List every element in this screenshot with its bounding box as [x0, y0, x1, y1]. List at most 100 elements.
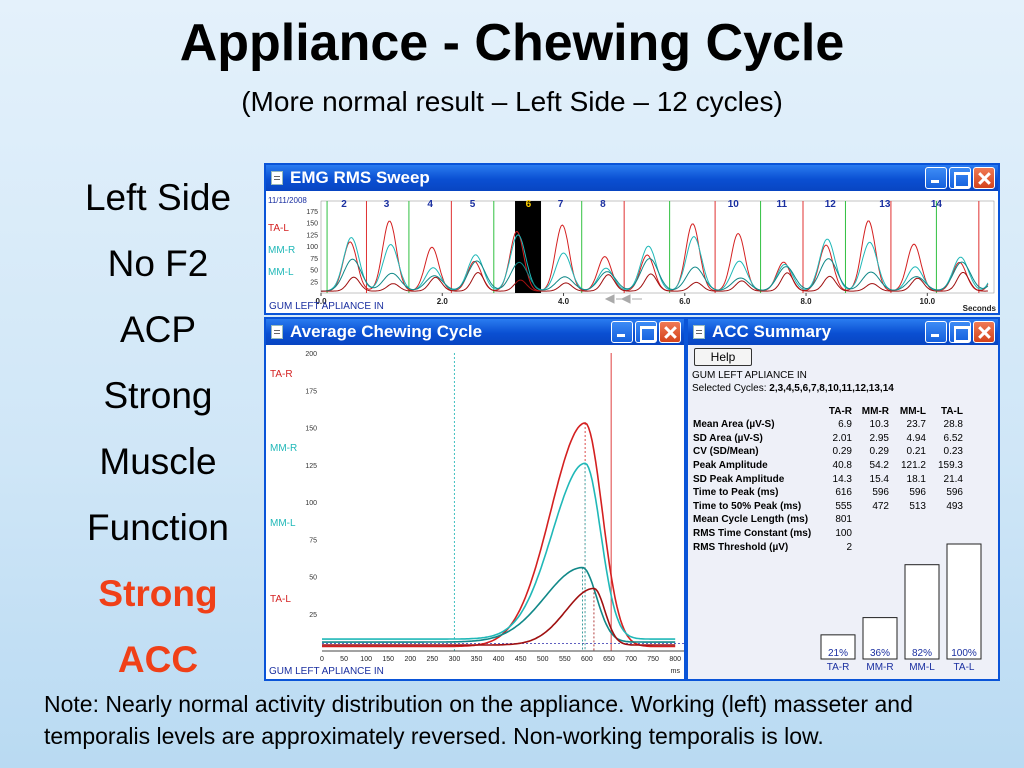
table-cell: 0.29 — [832, 446, 852, 458]
sweep-trace — [321, 257, 989, 292]
minimize-button[interactable] — [925, 321, 947, 343]
table-cell: 2 — [846, 541, 852, 553]
sweep-cycle-number: 2 — [341, 199, 347, 210]
sweep-cycle-number: 7 — [558, 199, 564, 210]
window-titlebar[interactable]: ACC Summary — [688, 319, 998, 345]
table-cell: 10.3 — [869, 419, 889, 431]
minimize-button[interactable] — [611, 321, 633, 343]
table-cell: 6.9 — [838, 419, 852, 431]
avg-y-tick: 175 — [305, 388, 317, 395]
acc-bar — [946, 543, 982, 660]
table-cell: 0.23 — [943, 446, 963, 458]
avg-curve — [322, 462, 676, 640]
sweep-cycle-number: 6 — [526, 199, 532, 210]
summary-item: Strong — [103, 375, 213, 416]
sweep-cycle-number: 12 — [825, 199, 837, 210]
row-label: Mean Area (µV-S) — [693, 419, 775, 431]
table-cell: 18.1 — [906, 473, 926, 485]
table-cell: 6.52 — [943, 432, 963, 444]
table-header-row: TA-R MM-R MM-L TA-L — [690, 405, 966, 418]
help-button[interactable]: Help — [694, 348, 752, 366]
table-cell: 54.2 — [869, 460, 889, 472]
sweep-trace — [321, 272, 988, 292]
avg-x-tick: 100 — [360, 656, 372, 663]
document-icon — [271, 325, 283, 339]
acc-bar-percent: 100% — [951, 648, 977, 659]
avg-x-tick: 350 — [471, 656, 483, 663]
avg-x-tick: 800 — [669, 656, 681, 663]
row-label: RMS Threshold (µV) — [693, 541, 789, 553]
table-row: Time to Peak (ms) 616 596 596 596 — [690, 486, 966, 500]
table-row: CV (SD/Mean) 0.29 0.29 0.21 0.23 — [690, 445, 966, 459]
acc-bar — [904, 564, 940, 660]
row-label: SD Peak Amplitude — [693, 473, 785, 485]
maximize-button[interactable] — [949, 321, 971, 343]
sweep-x-unit: Seconds — [963, 304, 997, 313]
avg-x-tick: 700 — [625, 656, 637, 663]
sweep-caption: GUM LEFT APLIANCE IN — [269, 301, 384, 312]
avg-x-tick: 650 — [603, 656, 615, 663]
avg-y-tick: 125 — [305, 463, 317, 470]
avg-x-tick: 500 — [537, 656, 549, 663]
table-cell: 100 — [835, 528, 852, 540]
table-cell — [892, 513, 929, 527]
table-header-empty — [690, 405, 818, 418]
avg-y-tick: 25 — [309, 612, 317, 619]
sweep-cycle-number: 5 — [470, 199, 476, 210]
row-label: Time to 50% Peak (ms) — [693, 500, 802, 512]
sweep-cycle-number: 10 — [728, 199, 740, 210]
table-cell: 121.2 — [900, 460, 926, 472]
avg-x-tick: 50 — [340, 656, 348, 663]
table-row: Peak Amplitude 40.8 54.2 121.2 159.3 — [690, 459, 966, 473]
sweep-y-tick: 150 — [306, 221, 318, 228]
close-button[interactable] — [973, 167, 995, 189]
table-cell: 28.8 — [943, 419, 963, 431]
avg-curve — [322, 566, 676, 643]
acc-bar-chart: 21% TA-R 36% MM-R 82% MM-L 100% TA-L — [820, 543, 982, 673]
acc-bar-percent: 82% — [912, 648, 932, 659]
avg-x-tick: 0 — [320, 656, 324, 663]
minimize-button[interactable] — [925, 167, 947, 189]
window-titlebar[interactable]: Average Chewing Cycle — [266, 319, 684, 345]
acc-summary-window: ACC Summary Help GUM LEFT APLIANCE IN Se… — [686, 317, 1000, 681]
acc-bar-label: MM-L — [909, 662, 935, 673]
sweep-x-tick: 6.0 — [679, 297, 691, 306]
avg-x-tick: 550 — [559, 656, 571, 663]
table-cell: 15.4 — [869, 473, 889, 485]
avg-y-tick: 75 — [309, 537, 317, 544]
document-icon — [271, 171, 283, 185]
avg-chart: 200 175 150 125 100 75 50 25 TA-R MM-R MM-L TA-L 0 50… — [266, 345, 684, 679]
selected-cycles: Selected Cycles: 2,3,4,5,6,7,8,10,11,12,… — [692, 383, 894, 394]
sweep-y-tick: 75 — [310, 256, 318, 263]
sweep-y-tick: 100 — [306, 244, 318, 251]
table-row: RMS Threshold (µV) 2 — [690, 540, 966, 554]
acc-summary-body: Help GUM LEFT APLIANCE IN Selected Cycle… — [688, 345, 998, 679]
window-titlebar[interactable]: EMG RMS Sweep — [266, 165, 998, 191]
avg-channel-label: TA-R — [270, 369, 293, 380]
avg-caption: GUM LEFT APLIANCE IN — [269, 666, 384, 677]
table-cell: 14.3 — [832, 473, 852, 485]
maximize-button[interactable] — [635, 321, 657, 343]
avg-x-tick: 300 — [449, 656, 461, 663]
table-cell: 801 — [835, 514, 852, 526]
table-cell: 4.94 — [906, 432, 926, 444]
close-button[interactable] — [659, 321, 681, 343]
table-row: Time to 50% Peak (ms) 555 472 513 493 — [690, 500, 966, 514]
maximize-button[interactable] — [949, 167, 971, 189]
avg-y-tick: 150 — [305, 426, 317, 433]
close-button[interactable] — [973, 321, 995, 343]
window-title: EMG RMS Sweep — [290, 168, 430, 187]
table-row: RMS Time Constant (ms) 100 — [690, 527, 966, 541]
scroll-arrow-icon — [620, 294, 642, 304]
column-header: TA-R — [828, 406, 852, 417]
sweep-chart: 11/11/2008 TA-L MM-R MM-L 175 150 125 100 75 50 25… — [266, 191, 998, 313]
sweep-x-tick: 10.0 — [920, 297, 936, 306]
acc-bar-percent: 36% — [870, 648, 890, 659]
sweep-trace — [321, 234, 989, 292]
acc-bar — [820, 634, 856, 660]
avg-channel-label: TA-L — [270, 594, 291, 605]
avg-y-tick: 100 — [305, 500, 317, 507]
avg-x-tick: 250 — [427, 656, 439, 663]
table-cell: 2.01 — [832, 432, 852, 444]
table-row: SD Area (µV-S) 2.01 2.95 4.94 6.52 — [690, 432, 966, 446]
